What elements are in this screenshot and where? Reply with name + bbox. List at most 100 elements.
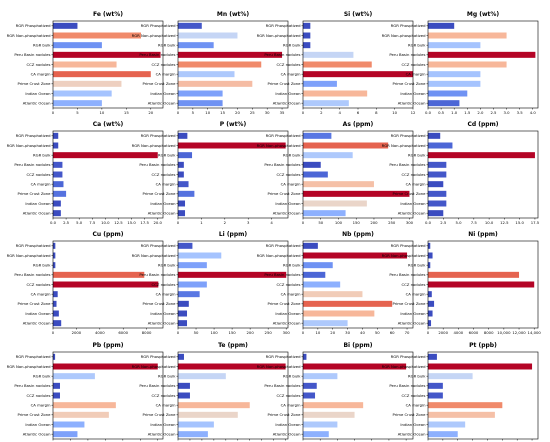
x-tick-label: 4 (270, 220, 273, 225)
bar-rgr-phosphatized (178, 22, 202, 29)
category-label: Indian Ocean (400, 201, 426, 206)
category-label: RGR Phosphatized (266, 23, 301, 28)
category-label: RGR Phosphatized (16, 243, 51, 248)
category-label: RGR Phosphatized (391, 133, 426, 138)
category-label: Atlantic Ocean (148, 431, 176, 436)
bar-prime-crust-zone (428, 300, 435, 307)
x-tick-label: 10.0 (485, 220, 494, 225)
bar-rgr-non-phosphatized (178, 142, 286, 149)
category-label: RGR bulk (33, 262, 51, 267)
bar-rgr-bulk (428, 373, 473, 380)
bar-ccz-nodules (53, 171, 63, 178)
category-label: RGR bulk (33, 373, 51, 378)
bar-ccz-nodules (178, 61, 262, 68)
bar-peru-basin-nodules (53, 271, 145, 278)
bar-prime-crust-zone (428, 190, 447, 197)
category-label: Atlantic Ocean (148, 320, 176, 325)
category-label: Indian Ocean (275, 91, 301, 96)
category-label: Indian Ocean (25, 311, 51, 316)
bar-ca-margin (53, 71, 151, 78)
x-tick-label: 5 (192, 110, 195, 115)
bar-rgr-bulk (303, 152, 353, 159)
bar-rgr-bulk (428, 262, 431, 269)
panel-title: Ni (ppm) (468, 231, 498, 238)
x-tick-label: 5.0 (76, 220, 83, 225)
bar-ccz-nodules (303, 392, 316, 399)
category-label: Prime Crust Zone (17, 191, 51, 196)
bar-ccz-nodules (178, 171, 184, 178)
bar-atlantic-ocean (53, 100, 102, 107)
category-label: CA margin (281, 402, 301, 407)
x-tick-label: 300 (283, 330, 291, 335)
x-tick-label: 0 (177, 330, 180, 335)
x-tick-label: 15 (220, 110, 225, 115)
x-tick-label: 8 (375, 110, 378, 115)
x-tick-label: 10.0 (101, 220, 110, 225)
x-tick-label: 12.5 (114, 220, 123, 225)
category-label: Peru Basin nodules (389, 162, 425, 167)
bar-rgr-bulk (53, 42, 102, 49)
category-label: RGR Non-phosphatized (382, 33, 426, 38)
category-label: Peru Basin nodules (264, 383, 300, 388)
bar-indian-ocean (428, 310, 433, 317)
bar-indian-ocean (428, 421, 466, 428)
bar-prime-crust-zone (428, 411, 495, 418)
bar-indian-ocean (178, 421, 214, 428)
bar-peru-basin-nodules (178, 161, 184, 168)
bar-atlantic-ocean (53, 431, 78, 438)
category-label: Indian Ocean (25, 201, 51, 206)
x-tick-label: 20 (330, 330, 335, 335)
category-label: Atlantic Ocean (148, 210, 176, 215)
category-label: Peru Basin nodules (389, 272, 425, 277)
bar-rgr-phosphatized (428, 242, 431, 249)
panel-ni-ppm: Ni (ppm) RGR Phosphatized RGR Non-phosphat… (382, 231, 542, 335)
category-label: Atlantic Ocean (398, 210, 426, 215)
x-tick-label: 4 (338, 110, 341, 115)
category-label: Atlantic Ocean (23, 100, 51, 105)
x-tick-label: 12,000 (512, 330, 526, 335)
bar-ccz-nodules (428, 61, 507, 68)
category-label: RGR Phosphatized (16, 133, 51, 138)
panel-pt-ppb: Pt (ppb) RGR Phosphatized RGR Non-phosphat… (382, 342, 539, 442)
category-label: RGR Phosphatized (391, 354, 426, 359)
panel-bi-ppm: Bi (ppm) RGR Phosphatized RGR Non-phosphat… (257, 342, 414, 442)
bar-atlantic-ocean (303, 100, 349, 107)
category-label: CCZ nodules (26, 282, 50, 287)
panel-mn-wt: Mn (wt%) RGR Phosphatized RGR Non-phosphat… (132, 11, 289, 115)
x-tick-label: 200 (370, 220, 378, 225)
category-label: Indian Ocean (275, 311, 301, 316)
panel-title: Cd (ppm) (467, 121, 498, 128)
category-label: Indian Ocean (275, 422, 301, 427)
category-label: RGR bulk (283, 42, 301, 47)
x-tick-label: 3.5 (517, 110, 524, 115)
category-label: CA margin (31, 71, 51, 76)
panel-te-ppm: Te (ppm) RGR Phosphatized RGR Non-phosphat… (132, 342, 289, 442)
category-label: RGR Phosphatized (16, 23, 51, 28)
x-tick-label: 0 (177, 220, 180, 225)
x-tick-label: 200 (247, 330, 255, 335)
category-label: RGR Non-phosphatized (132, 253, 176, 258)
x-tick-label: 8000 (484, 330, 494, 335)
x-tick-label: 5 (76, 110, 79, 115)
x-tick-label: 4000 (95, 330, 105, 335)
panel-title: Fe (wt%) (93, 11, 123, 18)
bar-peru-basin-nodules (303, 271, 326, 278)
bar-rgr-bulk (178, 373, 226, 380)
bar-ca-margin (178, 402, 250, 409)
panel-ca-wt: Ca (wt%) RGR Phosphatized RGR Non-phosphat… (7, 121, 164, 225)
bar-rgr-phosphatized (178, 353, 184, 360)
x-tick-label: 0 (52, 330, 55, 335)
bar-ccz-nodules (428, 392, 443, 399)
category-label: RGR bulk (408, 262, 426, 267)
x-tick-label: 0.0 (50, 220, 57, 225)
bar-atlantic-ocean (428, 100, 460, 107)
bar-rgr-non-phosphatized (178, 32, 238, 39)
bar-ca-margin (428, 291, 432, 298)
x-tick-label: 2 (320, 110, 323, 115)
x-tick-label: 10 (99, 110, 104, 115)
category-label: Peru Basin nodules (14, 383, 50, 388)
category-label: CCZ nodules (276, 172, 300, 177)
category-label: CCZ nodules (401, 282, 425, 287)
bar-rgr-non-phosphatized (178, 363, 286, 370)
